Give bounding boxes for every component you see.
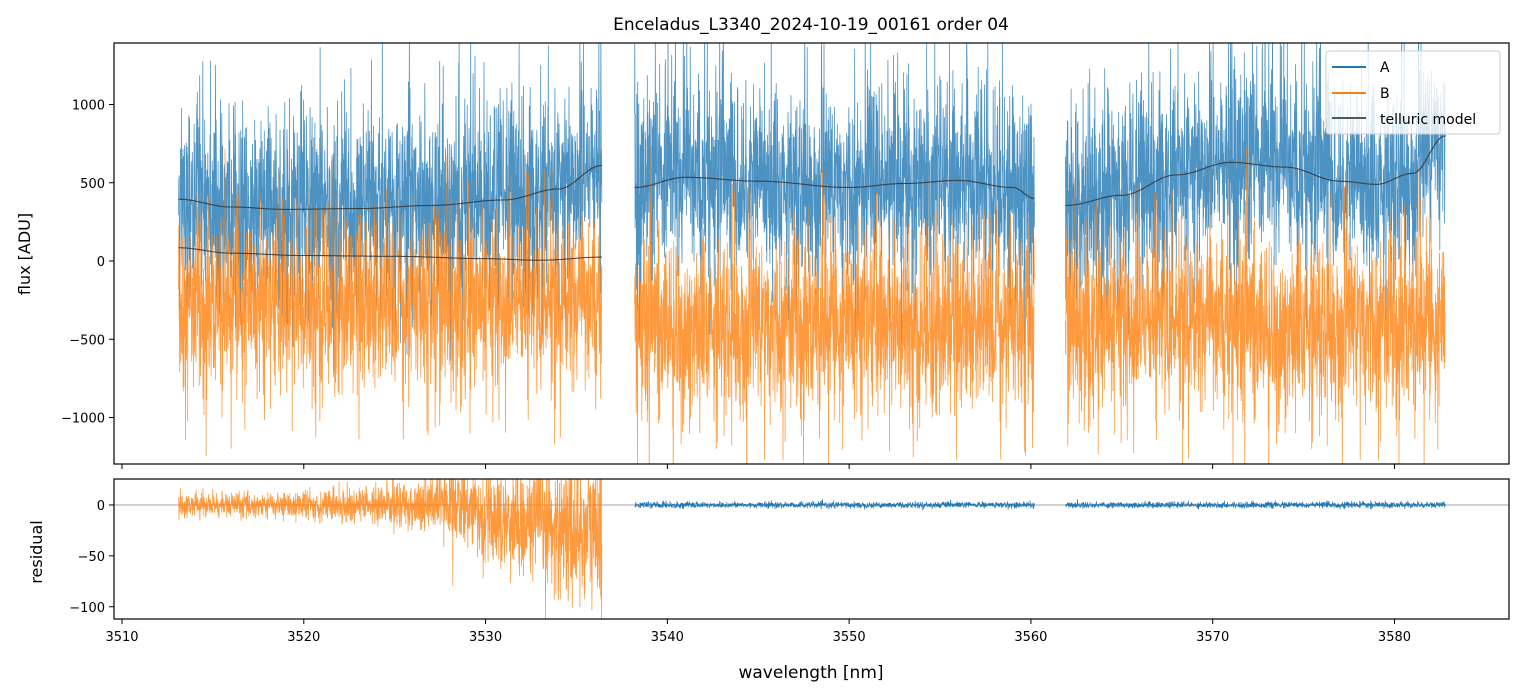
residual-b-line	[178, 479, 603, 619]
series-b-line-seg2	[634, 146, 1035, 464]
bottom-plot-area	[114, 479, 1509, 619]
top-axes-frame	[113, 42, 1510, 465]
telluric-model-A-seg2	[634, 176, 1035, 199]
x-tick-label: 3570	[1196, 630, 1229, 645]
telluric-model-A-seg3	[1065, 135, 1446, 207]
top-axis-ticks: 1000 500 0 −500 −1000	[61, 99, 1395, 469]
bottom-axes-frame	[113, 478, 1510, 620]
top-y-tick-label: −500	[69, 333, 105, 348]
legend-label-telluric: telluric model	[1380, 112, 1476, 128]
top-y-tick-label: 1000	[72, 99, 105, 114]
x-tick-label: 3510	[105, 630, 138, 645]
bottom-y-tick-label: −50	[78, 550, 105, 565]
x-tick-label: 3520	[287, 630, 320, 645]
x-tick-label: 3560	[1014, 630, 1047, 645]
chart-title: Enceladus_L3340_2024-10-19_00161 order 0…	[613, 15, 1009, 35]
top-y-tick-label: −1000	[61, 412, 105, 427]
x-tick-label: 3530	[469, 630, 502, 645]
legend-label-b: B	[1380, 86, 1390, 102]
series-a-line-seg2	[634, 43, 1035, 347]
x-tick-label: 3580	[1378, 630, 1411, 645]
series-a-line-seg1	[178, 43, 603, 371]
legend-label-a: A	[1380, 60, 1390, 76]
residual-a-line-seg2	[1065, 499, 1446, 510]
bottom-y-tick-label: −100	[69, 601, 105, 616]
residual-a-line-seg1	[634, 499, 1035, 511]
top-y-tick-label: 0	[97, 255, 105, 270]
x-tick-label: 3540	[651, 630, 684, 645]
legend-box	[1325, 50, 1501, 135]
bottom-y-tick-label: 0	[97, 499, 105, 514]
top-y-tick-label: 500	[80, 177, 105, 192]
series-b-line-seg1	[178, 121, 603, 457]
top-y-label: flux [ADU]	[15, 213, 34, 295]
telluric-model-B-seg1	[178, 247, 602, 261]
telluric-model-A-seg1	[178, 164, 602, 210]
series-b-line-seg3	[1065, 141, 1446, 464]
legend: A B telluric model	[1325, 50, 1501, 135]
x-axis-label: wavelength [nm]	[738, 663, 883, 683]
top-plot-area	[178, 43, 1446, 464]
bottom-y-label: residual	[27, 520, 46, 583]
bottom-axis-ticks: 3510 3520 3530 3540 3550 3560 3570 3580 0 −50 −100	[69, 499, 1411, 645]
x-tick-label: 3550	[833, 630, 866, 645]
